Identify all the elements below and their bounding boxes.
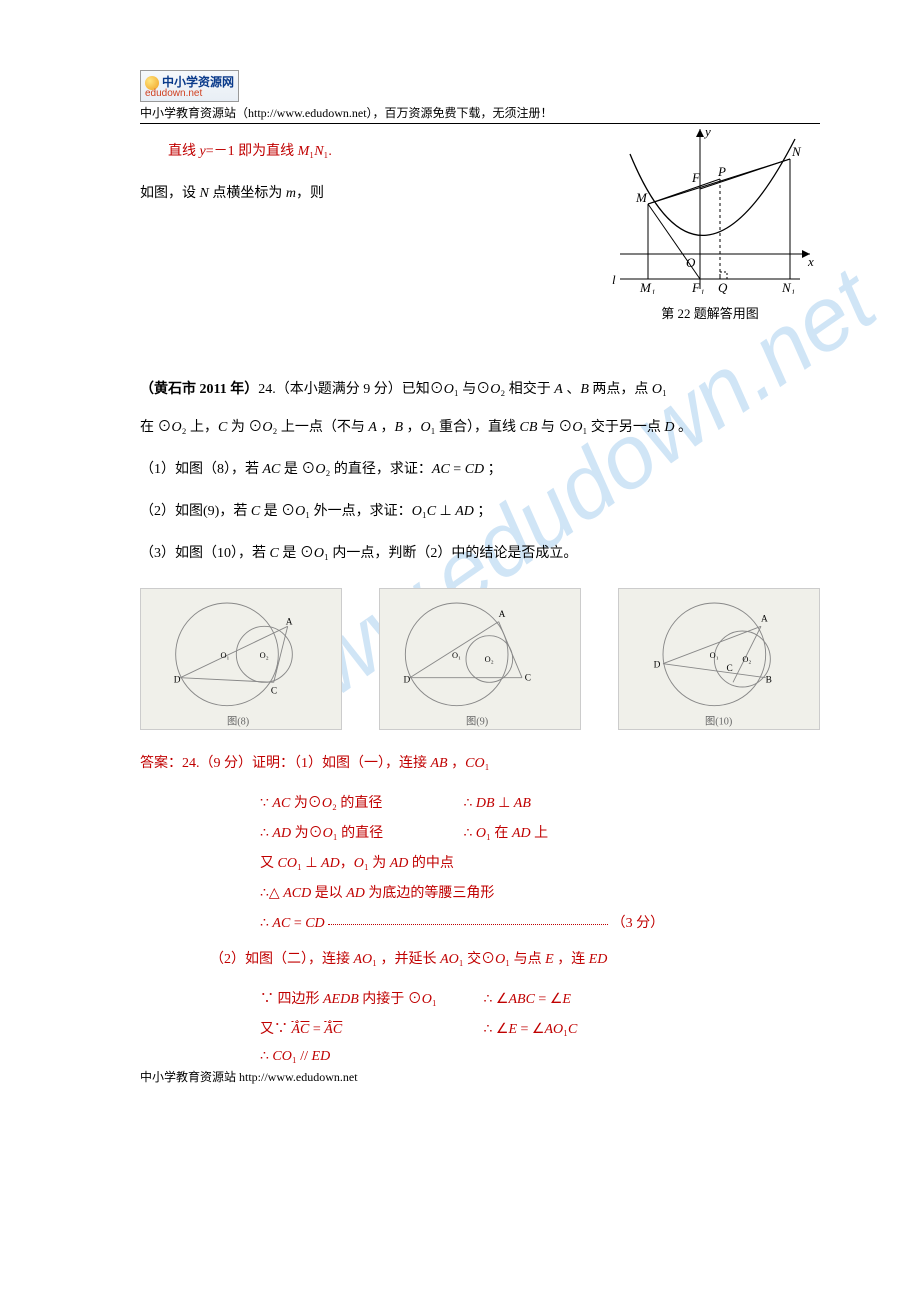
proof1-row2: ∴ AD 为⊙O₁ 的直径 ∴ O₁ 在 AD 上 <box>260 822 820 842</box>
svg-text:M: M <box>635 190 648 205</box>
header-block: 中小学资源网 edudown.net 中小学教育资源站（http://www.e… <box>140 70 820 124</box>
subq2: （2）如图(9)，若 C 是 ⊙O₁ 外一点，求证：O₁C ⊥ AD ； <box>140 498 820 526</box>
p2r: ∴ O₁ 在 AD 上 <box>464 826 549 841</box>
svg-text:F: F <box>691 170 701 185</box>
city-year: （黄石市 2011 年） <box>140 382 258 397</box>
svg-text:O₂: O₂ <box>742 655 751 664</box>
svg-text:C: C <box>271 687 277 697</box>
dotted-line <box>328 924 608 925</box>
svg-text:N₁: N₁ <box>781 280 795 294</box>
graph-caption: 第 22 题解答用图 <box>600 303 820 322</box>
prob-text1: 已知⊙O₁ 与⊙O₂ 相交于 A 、B 两点，点 O₁ <box>402 382 667 397</box>
svg-text:A: A <box>286 618 293 628</box>
prob-num: 24.（本小题满分 9 分） <box>258 382 402 397</box>
svg-text:D: D <box>174 676 181 686</box>
svg-text:C: C <box>525 674 531 684</box>
svg-text:x: x <box>807 254 814 269</box>
proof1-row1: ∵ AC 为⊙O₂ 的直径 ∴ DB ⊥ AB <box>260 792 820 812</box>
svg-text:D: D <box>403 676 410 686</box>
svg-text:B: B <box>766 676 772 686</box>
subq3: （3）如图（10），若 C 是 ⊙O₁ 内一点，判断（2）中的结论是否成立。 <box>140 540 820 568</box>
page-footer: 中小学教育资源站 http://www.edudown.net <box>140 1068 358 1085</box>
svg-text:O: O <box>686 255 696 270</box>
svg-text:y: y <box>703 124 711 139</box>
proof1-row4: ∴△ ACD 是以 AD 为底边的等腰三角形 <box>260 882 820 902</box>
logo-sub: edudown.net <box>145 88 234 99</box>
svg-text:A: A <box>499 610 506 620</box>
p21l: ∵ 四边形 AEDB 内接于 ⊙O₁ <box>260 988 480 1008</box>
part2-header: （2）如图（二），连接 AO₁ ，并延长 AO₁ 交⊙O₁ 与点 E ，连 ED <box>210 946 820 974</box>
problem-header: （黄石市 2011 年）24.（本小题满分 9 分）已知⊙O₁ 与⊙O₂ 相交于… <box>140 376 820 404</box>
line1-text: 直线 y=－1 即为直线 M₁N₁. <box>168 144 332 159</box>
prob-text2: 在 ⊙O₂ 上，C 为 ⊙O₂ 上一点（不与 A ，B ，O₁ 重合），直线 C… <box>140 414 820 442</box>
p21r: ∴ ∠ABC = ∠E <box>484 992 571 1007</box>
p1r: ∴ DB ⊥ AB <box>464 796 531 811</box>
proof1-row3: 又 CO₁ ⊥ AD，O₁ 为 AD 的中点 <box>260 852 820 872</box>
svg-text:P: P <box>717 164 726 179</box>
svg-text:O₂: O₂ <box>485 655 494 664</box>
svg-text:Q: Q <box>718 280 728 294</box>
svg-text:O₁: O₁ <box>452 651 461 660</box>
site-logo: 中小学资源网 edudown.net <box>140 70 239 102</box>
svg-text:l: l <box>612 272 616 287</box>
svg-text:图(9): 图(9) <box>466 716 488 728</box>
parabola-graph: y x l M F P N O M₁ F₁ Q N₁ <box>600 124 820 294</box>
p22r: ∴ ∠E = ∠AO₁C <box>484 1022 578 1037</box>
score1: （3 分） <box>612 916 665 931</box>
p22l: 又∵ A̐C = A̐C <box>260 1018 480 1038</box>
header-text: 中小学教育资源站（http://www.edudown.net），百万资源免费下… <box>140 104 820 124</box>
fig9: A C D O₁ O₂ 图(9) <box>379 588 581 730</box>
svg-text:D: D <box>654 661 661 671</box>
graph-figure: y x l M F P N O M₁ F₁ Q N₁ 第 22 题解答用图 <box>600 124 820 322</box>
subq1: （1）如图（8），若 AC 是 ⊙O₂ 的直径，求证：AC = CD ； <box>140 456 820 484</box>
p1l: ∵ AC 为⊙O₂ 的直径 <box>260 792 460 812</box>
svg-text:O₂: O₂ <box>260 651 269 660</box>
fig8: A D C O₁ O₂ 图(8) <box>140 588 342 730</box>
svg-text:F₁: F₁ <box>691 280 704 294</box>
proof2-row3: ∴ CO₁ // ED <box>260 1048 820 1065</box>
proof2-row1: ∵ 四边形 AEDB 内接于 ⊙O₁ ∴ ∠ABC = ∠E <box>260 988 820 1008</box>
svg-text:C: C <box>726 664 732 674</box>
answer-header: 答案：24.（9 分）证明：（1）如图（一），连接 AB ，CO₁ <box>140 750 820 778</box>
svg-text:A: A <box>761 615 768 625</box>
svg-text:N: N <box>791 144 802 159</box>
svg-text:图(8): 图(8) <box>227 716 249 728</box>
fig10: A D C B O₁ O₂ 图(10) <box>618 588 820 730</box>
logo-main: 中小学资源网 <box>162 75 234 89</box>
svg-text:图(10): 图(10) <box>705 716 732 728</box>
p2l: ∴ AD 为⊙O₁ 的直径 <box>260 822 460 842</box>
proof1-row5: ∴ AC = CD （3 分） <box>260 912 820 932</box>
svg-text:M₁: M₁ <box>639 280 655 294</box>
proof1: ∵ AC 为⊙O₂ 的直径 ∴ DB ⊥ AB ∴ AD 为⊙O₁ 的直径 ∴ … <box>260 792 820 932</box>
proof2: ∵ 四边形 AEDB 内接于 ⊙O₁ ∴ ∠ABC = ∠E 又∵ A̐C = … <box>260 988 820 1065</box>
proof2-row2: 又∵ A̐C = A̐C ∴ ∠E = ∠AO₁C <box>260 1018 820 1038</box>
figure-row: A D C O₁ O₂ 图(8) A C D O₁ O₂ 图(9) A <box>140 588 820 730</box>
svg-text:O₁: O₁ <box>710 651 719 660</box>
svg-text:O₁: O₁ <box>220 651 229 660</box>
